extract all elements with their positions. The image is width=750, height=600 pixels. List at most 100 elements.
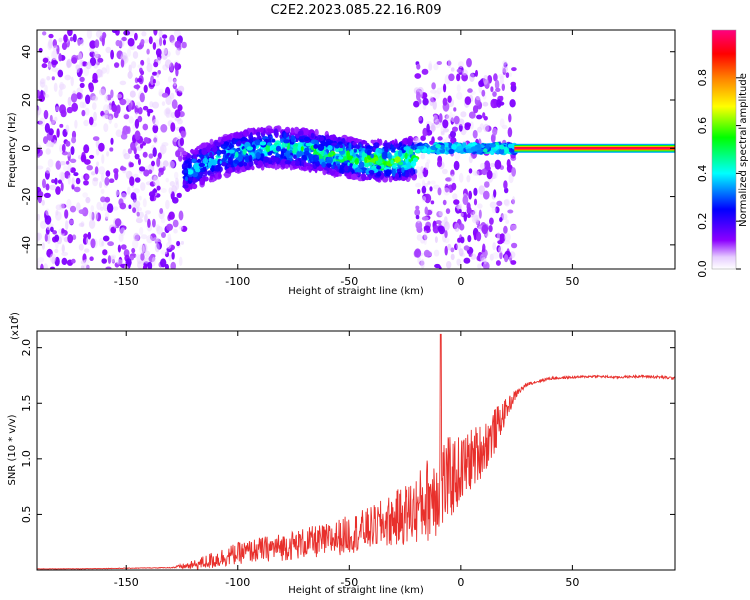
heatmap-cell [116, 104, 121, 114]
heatmap-cell [163, 39, 166, 46]
heatmap-cell [290, 127, 295, 134]
heatmap-cell [450, 247, 455, 253]
heatmap-cell [424, 162, 430, 170]
heatmap-cell [79, 76, 85, 82]
snr-plot-area [37, 331, 675, 570]
heatmap-cell [433, 249, 440, 257]
heatmap-cell [61, 257, 68, 265]
heatmap-cell [42, 31, 47, 36]
heatmap-cell [152, 237, 159, 242]
heatmap-cell [255, 152, 261, 160]
heatmap-cell [469, 121, 474, 130]
snr-x-tick-label: -150 [114, 576, 139, 589]
heatmap-cell [105, 266, 112, 269]
heatmap-cell [410, 169, 414, 176]
snr-scale-exponent: 4 [8, 315, 16, 320]
heatmap-cell [159, 144, 167, 155]
heatmap-cell [143, 84, 148, 93]
heatmap-cell [300, 166, 306, 171]
heatmap-cell [43, 109, 49, 120]
colorbar-ticks: 0.0 0.2 0.4 0.6 0.8 [696, 69, 741, 278]
heatmap-cell [71, 136, 77, 144]
heatmap-cell [456, 68, 462, 73]
heatmap-cell [58, 53, 62, 62]
heatmap-cell [84, 248, 90, 253]
heatmap-cell [129, 162, 134, 168]
chart-title: C2E2.2023.085.22.16.R09 [270, 3, 441, 18]
heatmap-cell [444, 245, 448, 256]
heatmap-cell [361, 140, 368, 145]
heatmap-cell [420, 239, 425, 244]
heatmap-cell [152, 188, 158, 193]
heatmap-cell [178, 156, 183, 161]
heatmap-cell [415, 205, 420, 210]
heatmap-cell [193, 162, 200, 170]
heatmap-cell [433, 184, 440, 190]
heatmap-cell [63, 34, 68, 43]
heatmap-cell [144, 257, 149, 264]
heatmap-cell [174, 109, 181, 118]
heatmap-cell [161, 101, 166, 106]
heatmap-cell [153, 30, 158, 36]
heatmap-cell [271, 138, 276, 143]
heatmap-cell [453, 199, 460, 205]
heatmap-cell [166, 241, 172, 249]
heatmap-cell [422, 97, 429, 106]
heatmap-cell [460, 111, 467, 118]
heatmap-cell [83, 180, 89, 186]
heatmap-cell [436, 87, 442, 95]
heatmap-cell [83, 144, 90, 154]
heatmap-cell [102, 249, 108, 256]
heatmap-cell [170, 122, 176, 132]
heatmap-cell [504, 254, 509, 263]
heatmap-cell [75, 177, 81, 185]
heatmap-cell [491, 206, 497, 214]
heatmap-cell [494, 159, 502, 170]
heatmap-cell [372, 139, 378, 144]
heatmap-cell [85, 196, 91, 204]
heatmap-cell [263, 156, 270, 163]
heatmap-cell [395, 143, 400, 147]
heatmap-cell [41, 63, 48, 69]
heatmap-cell [173, 78, 177, 87]
heatmap-cell [197, 158, 201, 162]
heatmap-cell [119, 98, 127, 106]
heatmap-cell [143, 137, 149, 144]
heatmap-cell [99, 181, 103, 189]
heatmap-cell [268, 160, 273, 165]
heatmap-cell [73, 172, 79, 177]
heatmap-cell [448, 73, 455, 82]
heatmap-cell [483, 74, 489, 85]
heatmap-cell [444, 142, 450, 148]
heatmap-cell [436, 61, 442, 65]
heatmap-cell [139, 244, 145, 254]
heatmap-cell [84, 159, 91, 165]
heatmap-cell [153, 175, 158, 186]
heatmap-cell [221, 149, 227, 155]
heatmap-cell [54, 234, 60, 242]
heatmap-cell [477, 126, 482, 133]
colorbar: 0.0 0.2 0.4 0.6 0.8 Normalized spectral ampl… [696, 29, 749, 278]
heatmap-cell [415, 220, 423, 230]
heatmap-cell [158, 172, 162, 177]
heatmap-cell [90, 238, 96, 249]
heatmap-cell [483, 148, 488, 153]
heatmap-cell [434, 118, 441, 129]
heatmap-cell [421, 68, 429, 75]
heatmap-cell [152, 118, 159, 127]
colorbar-tick-label: 0.6 [696, 117, 709, 135]
heatmap-cell [140, 182, 146, 191]
heatmap-cell [453, 115, 460, 125]
heatmap-cell [349, 163, 354, 167]
heatmap-cell [133, 199, 137, 207]
heatmap-cell [79, 68, 83, 75]
heatmap-cell [54, 177, 58, 185]
heatmap-cell [442, 97, 448, 106]
heatmap-cell [489, 143, 496, 148]
heatmap-cell [493, 189, 497, 198]
heatmap-cell [162, 34, 168, 39]
heatmap-cell [57, 179, 63, 184]
heatmap-cell [457, 61, 464, 68]
heatmap-cell [148, 153, 154, 159]
heatmap-cell [42, 57, 49, 63]
